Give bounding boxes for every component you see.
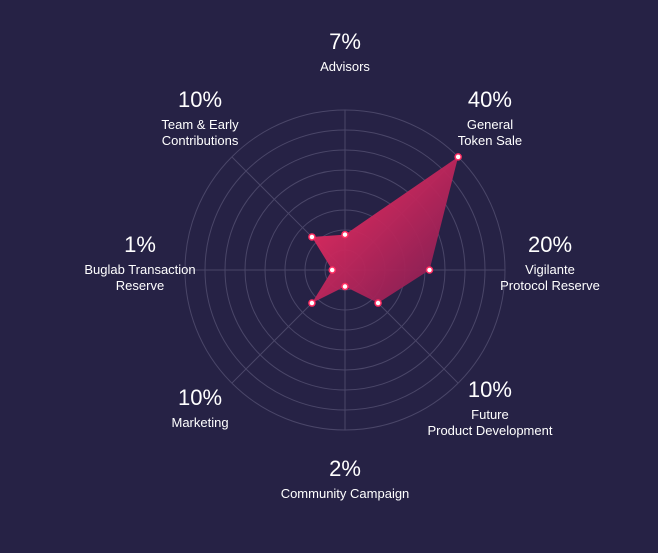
data-point (308, 233, 316, 241)
percent-label: 7% (329, 29, 361, 54)
data-point (374, 299, 382, 307)
data-point (341, 230, 349, 239)
category-label: Protocol Reserve (500, 278, 600, 293)
percent-label: 20% (528, 232, 572, 257)
radar-points (308, 153, 462, 307)
category-label: Team & Early (161, 117, 239, 132)
percent-label: 2% (329, 456, 361, 481)
category-label: Vigilante (525, 262, 575, 277)
category-label: Reserve (116, 278, 164, 293)
category-label: Future (471, 407, 509, 422)
data-point (328, 266, 336, 274)
data-point (308, 299, 316, 307)
percent-label: 10% (468, 377, 512, 402)
category-label: Marketing (172, 415, 229, 430)
data-area (311, 156, 459, 304)
category-label: Buglab Transaction (84, 262, 195, 277)
radar-area (311, 156, 459, 304)
percent-label: 10% (178, 87, 222, 112)
category-label: General (467, 117, 513, 132)
percent-label: 1% (124, 232, 156, 257)
category-label: Token Sale (458, 133, 522, 148)
percent-label: 10% (178, 385, 222, 410)
category-label: Advisors (320, 59, 370, 74)
category-label: Contributions (162, 133, 239, 148)
data-point (454, 153, 462, 161)
data-point (425, 266, 434, 274)
data-point (341, 282, 349, 291)
percent-label: 40% (468, 87, 512, 112)
category-label: Community Campaign (281, 486, 410, 501)
category-label: Product Development (427, 423, 552, 438)
